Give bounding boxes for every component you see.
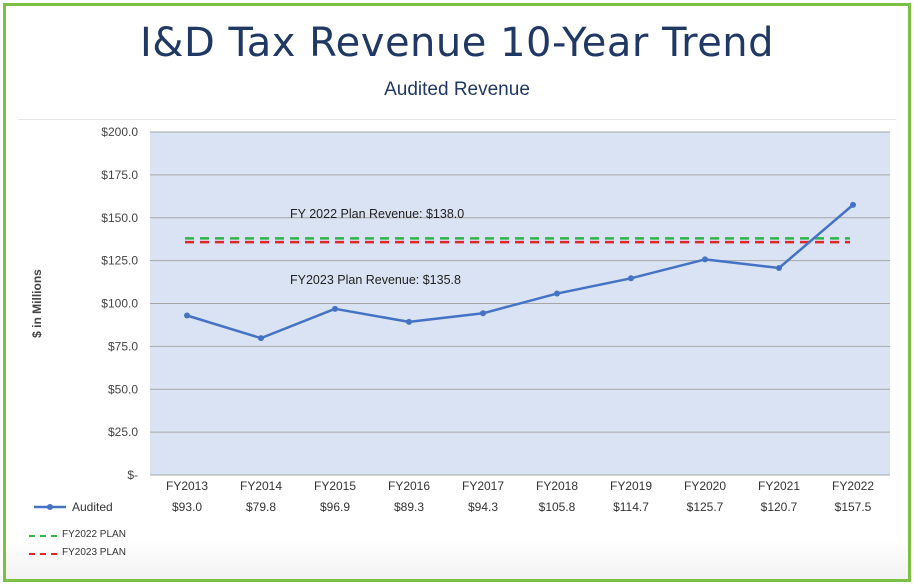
y-tick-label: $- [127, 468, 138, 482]
legend-fy2022-swatch [29, 535, 57, 537]
x-tick-label: FY2017 [462, 479, 504, 493]
data-table-value: $125.7 [687, 500, 724, 514]
y-tick-label: $125.0 [101, 254, 138, 268]
data-point [850, 201, 856, 208]
data-table-value: $120.7 [761, 500, 798, 514]
y-tick-label: $100.0 [101, 297, 138, 311]
title-divider [18, 119, 896, 120]
y-axis-label: $ in Millions [30, 269, 44, 338]
legend-fy2023-swatch [29, 553, 57, 555]
x-tick-label: FY2022 [832, 479, 874, 493]
data-table-value: $114.7 [613, 500, 649, 514]
data-table-value: $96.9 [320, 500, 350, 514]
data-point [406, 318, 412, 325]
y-tick-label: $150.0 [101, 211, 138, 225]
y-tick-label: $25.0 [108, 425, 138, 439]
data-point [258, 335, 264, 342]
x-tick-label: FY2015 [314, 479, 356, 493]
data-point [184, 312, 190, 319]
data-point [702, 256, 708, 263]
data-table-value: $89.3 [394, 500, 424, 514]
legend-fy2022-label: FY2022 PLAN [62, 529, 126, 540]
data-point [554, 290, 560, 297]
page-title: I&D Tax Revenue 10-Year Trend [139, 20, 775, 66]
data-table-value: $157.5 [835, 500, 872, 514]
data-table-value: $105.8 [539, 500, 576, 514]
data-table-value: $94.3 [468, 500, 498, 514]
y-tick-label: $75.0 [108, 339, 138, 353]
x-tick-label: FY2021 [758, 479, 800, 493]
fy2023-plan-annotation: FY2023 Plan Revenue: $135.8 [290, 273, 461, 287]
fy2022-plan-annotation: FY 2022 Plan Revenue: $138.0 [290, 207, 464, 221]
data-point [332, 305, 338, 312]
y-tick-label: $200.0 [101, 125, 138, 139]
y-tick-label: $175.0 [101, 168, 138, 182]
x-tick-label: FY2018 [536, 479, 578, 493]
data-point [776, 264, 782, 271]
x-tick-label: FY2020 [684, 479, 726, 493]
x-tick-label: FY2013 [166, 479, 208, 493]
data-table-value: $79.8 [246, 500, 276, 514]
page-subtitle: Audited Revenue [384, 79, 530, 100]
x-tick-label: FY2016 [388, 479, 430, 493]
legend-fy2023-label: FY2023 PLAN [62, 547, 126, 558]
series-line-audited [186, 203, 854, 340]
legend-audited-label: Audited [72, 500, 113, 514]
legend-audited-marker [47, 504, 53, 510]
data-table-value: $93.0 [172, 500, 202, 514]
footer-shade [6, 541, 908, 579]
x-tick-label: FY2014 [240, 479, 282, 493]
y-tick-label: $50.0 [108, 382, 138, 396]
data-point [628, 275, 634, 282]
data-point [480, 310, 486, 317]
x-tick-label: FY2019 [610, 479, 652, 493]
